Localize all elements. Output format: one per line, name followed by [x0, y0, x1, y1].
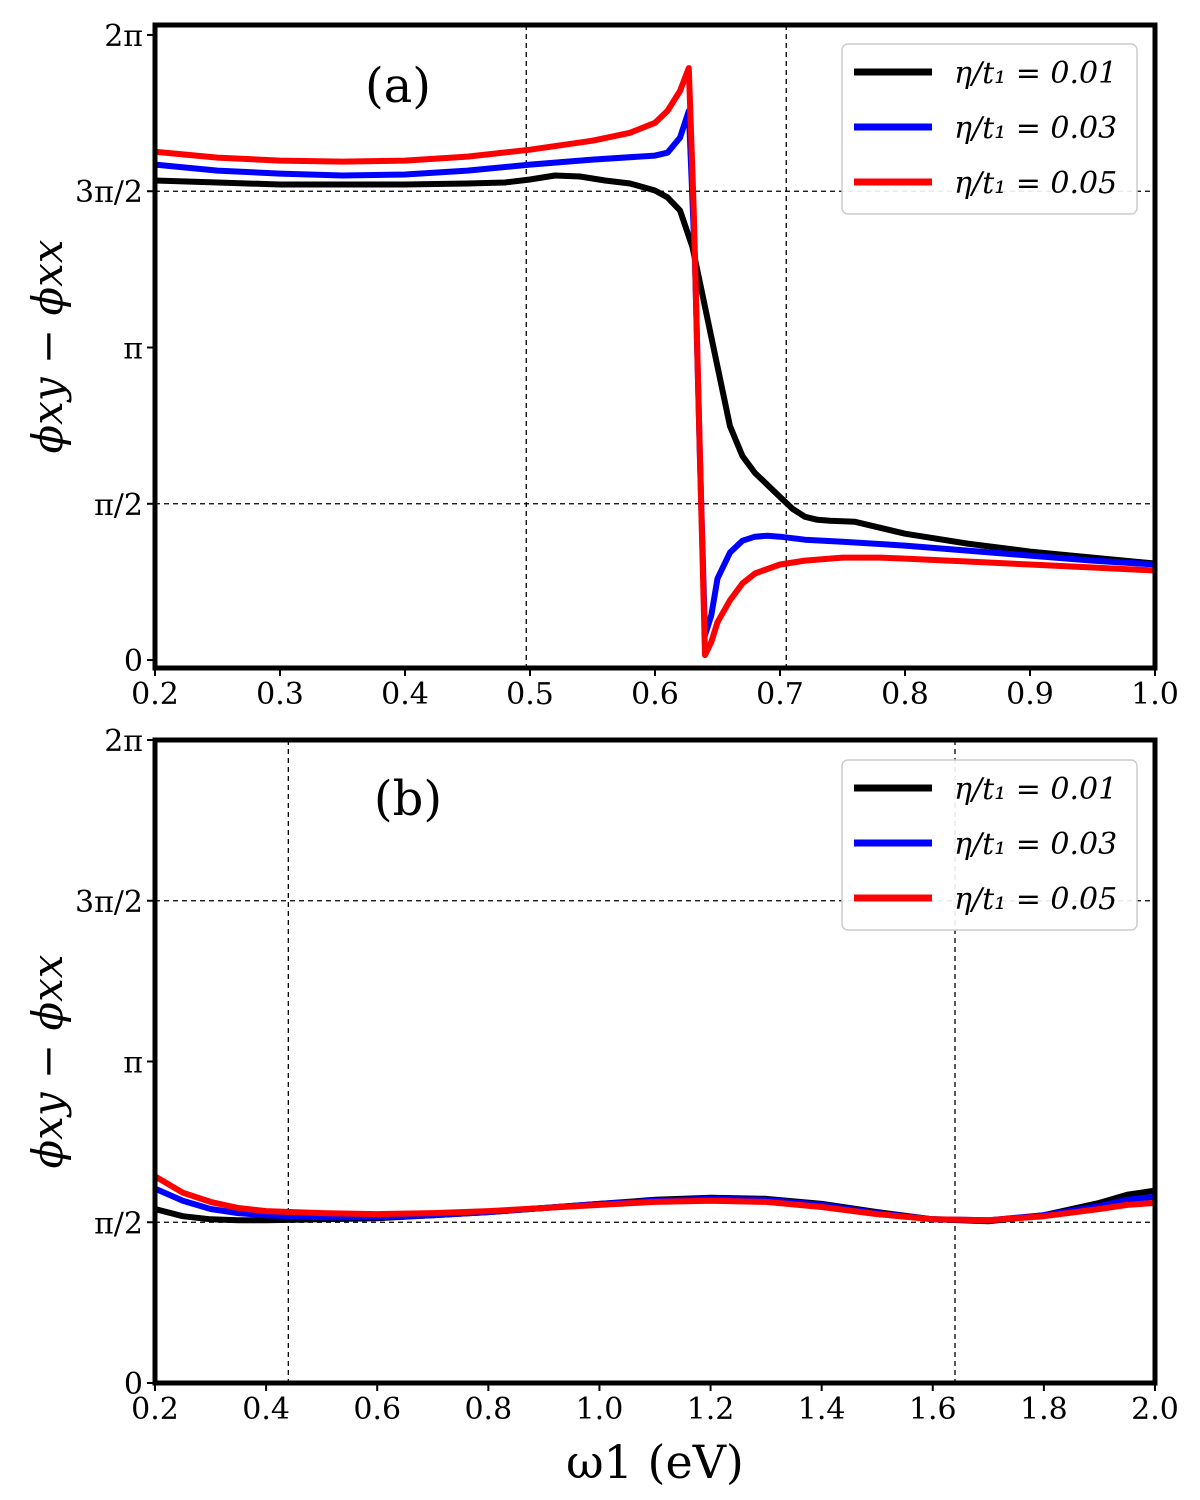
- legend-entry-label: η/t₁ = 0.05: [954, 166, 1117, 201]
- x-tick-label: 0.2: [131, 1392, 179, 1427]
- x-tick-label: 1.0: [576, 1392, 624, 1427]
- legend-entry-label: η/t₁ = 0.01: [954, 772, 1117, 807]
- y-tick-label: π: [123, 1046, 143, 1081]
- x-tick-label: 0.8: [464, 1392, 512, 1427]
- x-tick-label: 1.4: [798, 1392, 846, 1427]
- legend: η/t₁ = 0.01 η/t₁ = 0.03 η/t₁ = 0.05: [841, 759, 1138, 931]
- x-tick-label: 0.2: [131, 677, 179, 712]
- x-tick-label: 0.4: [242, 1392, 290, 1427]
- x-tick-label: 2.0: [1131, 1392, 1179, 1427]
- panel-b: 0.2 0.4 0.6 0.8 1.0 1.2 1.4 1.6 1.8 2.0 0 π/2 π 3π/2 2…: [23, 724, 1179, 1489]
- x-tick-label: 0.5: [506, 677, 554, 712]
- legend-entry-label: η/t₁ = 0.01: [954, 56, 1117, 91]
- legend-entry-label: η/t₁ = 0.03: [954, 111, 1117, 146]
- legend-entry-label: η/t₁ = 0.03: [954, 827, 1117, 862]
- x-tick-label: 0.4: [381, 677, 429, 712]
- x-tick-label: 1.0: [1131, 677, 1179, 712]
- x-tick-label: 0.7: [756, 677, 804, 712]
- panel-label: (a): [365, 58, 431, 114]
- x-tick-label: 0.8: [881, 677, 929, 712]
- y-tick-label: 0: [124, 644, 143, 679]
- x-tick-label: 0.6: [353, 1392, 401, 1427]
- x-tick-label: 1.6: [909, 1392, 957, 1427]
- legend-box: [841, 43, 1138, 215]
- panel-label: (b): [374, 771, 442, 827]
- x-tick-label: 0.6: [631, 677, 679, 712]
- y-tick-label: 3π/2: [75, 885, 143, 920]
- y-tick-label: π: [123, 331, 143, 366]
- legend: η/t₁ = 0.01 η/t₁ = 0.03 η/t₁ = 0.05: [841, 43, 1138, 215]
- y-tick-label: 2π: [104, 19, 143, 54]
- series-line-1: [155, 172, 1155, 567]
- x-axis-label: ω1 (eV): [566, 1435, 744, 1489]
- y-axis-label: ϕxy − ϕxx: [23, 954, 72, 1168]
- x-tick-label: 0.9: [1006, 677, 1054, 712]
- y-tick-label: π/2: [94, 1206, 143, 1241]
- x-tick-label: 1.8: [1020, 1392, 1068, 1427]
- y-tick-label: 3π/2: [75, 175, 143, 210]
- legend-entry-label: η/t₁ = 0.05: [954, 882, 1117, 917]
- y-tick-label: 2π: [104, 724, 143, 759]
- x-tick-label: 0.3: [256, 677, 304, 712]
- series-line-3: [155, 1173, 1155, 1224]
- series-line-3: [155, 65, 1155, 659]
- y-tick-label: π/2: [94, 488, 143, 523]
- x-tick-label: 1.2: [687, 1392, 735, 1427]
- panel-a: 0.2 0.3 0.4 0.5 0.6 0.7 0.8 0.9 1.0 0 π/2 π 3π/2 2π ϕx…: [23, 19, 1179, 712]
- legend-box: [841, 759, 1138, 931]
- y-axis-label: ϕxy − ϕxx: [23, 239, 72, 453]
- y-tick-label: 0: [124, 1367, 143, 1402]
